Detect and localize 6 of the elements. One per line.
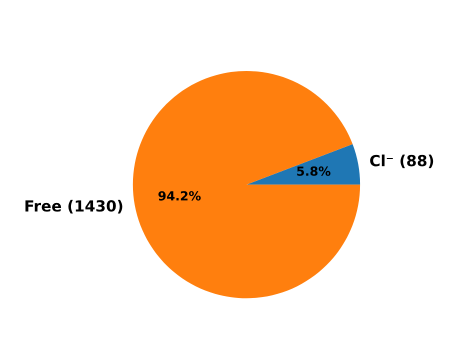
slice-label: Cl⁻ (88) <box>370 154 434 168</box>
data-label: 94.2% <box>158 191 201 201</box>
data-label: 5.8% <box>297 166 330 176</box>
pie-slice <box>246 144 360 185</box>
pie-slice <box>132 71 360 298</box>
slice-label: Free (1430) <box>25 200 122 214</box>
